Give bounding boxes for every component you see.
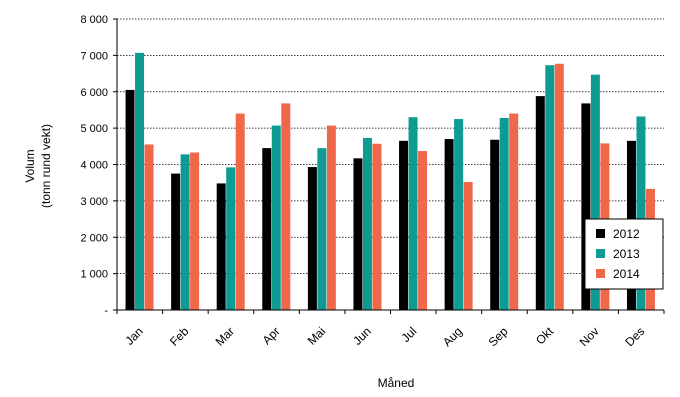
x-tick-label: Feb (167, 324, 192, 349)
legend-swatch-2012 (596, 229, 605, 238)
bar-2014-okt (554, 63, 564, 311)
bar-2014-jul (418, 151, 428, 310)
bar-2013-nov (590, 74, 600, 310)
bar-2013-apr (271, 125, 281, 310)
bar-2014-jan (144, 144, 154, 310)
bar-2014-apr (281, 103, 291, 310)
bar-2013-feb (180, 154, 190, 310)
x-tick-label: Mar (213, 324, 238, 349)
x-tick-label: Nov (577, 324, 602, 349)
x-axis-title: Måned (378, 376, 415, 390)
bar-2013-jul (408, 117, 418, 311)
bar-2012-apr (262, 148, 272, 310)
legend-swatch-2014 (596, 269, 605, 278)
bar-2012-sep (490, 139, 500, 310)
bar-2014-aug (463, 181, 473, 310)
y-axis-title: Volum (tonn rund vekt) (23, 124, 53, 208)
bar-2012-okt (535, 96, 545, 311)
x-tick-label: Jul (399, 324, 420, 345)
y-axis-title-line-1: Volum (23, 149, 37, 182)
legend-label-2013: 2013 (613, 247, 640, 261)
x-tick-label: Sep (486, 324, 511, 349)
gridlines (117, 18, 664, 275)
bar-2012-jan (125, 89, 135, 311)
y-tick-label: 5 000 (80, 123, 108, 135)
bar-2014-sep (509, 113, 519, 310)
y-tick-label: 2 000 (80, 232, 108, 244)
x-tick-label: Jun (350, 324, 374, 348)
legend-label-2014: 2014 (613, 267, 640, 281)
y-tick-label: 1 000 (80, 269, 108, 281)
bar-2012-jul (399, 140, 409, 310)
bar-2013-aug (454, 119, 464, 310)
bar-2013-mai (317, 148, 327, 310)
x-tick-label: Mai (305, 324, 329, 348)
bar-2012-aug (444, 139, 454, 310)
bar-2013-mar (226, 167, 236, 310)
bar-2014-mar (235, 113, 245, 310)
legend-label-2012: 2012 (613, 227, 640, 241)
y-tick-label: 7 000 (80, 50, 108, 62)
x-tick-label: Des (622, 324, 647, 349)
legend: 2012 2013 2014 (584, 218, 664, 290)
y-tick-label: 8 000 (80, 14, 108, 26)
y-tick-label: 6 000 (80, 87, 108, 99)
bar-2013-okt (545, 65, 555, 310)
bar-2012-mar (216, 183, 226, 310)
x-tick-label: Apr (260, 324, 283, 347)
bar-2012-nov (581, 103, 591, 310)
bar-2013-sep (499, 117, 509, 310)
legend-swatch-2013 (596, 249, 605, 258)
bar-2012-jun (353, 158, 363, 310)
bar-2014-mai (326, 125, 336, 310)
y-axis-title-line-2: (tonn rund vekt) (39, 124, 53, 208)
bar-2013-jan (135, 52, 145, 311)
bar-2014-jun (372, 143, 382, 310)
bar-2013-jun (362, 137, 372, 310)
axes: - 1 000 2 000 3 000 4 000 5 000 6 000 7 000 8 00… (80, 14, 665, 349)
x-tick-label: Jan (122, 324, 146, 348)
bar-2012-feb (171, 173, 181, 310)
bar-2014-feb (190, 152, 200, 310)
x-tick-label: Aug (440, 324, 465, 349)
bar-2013-des (636, 116, 646, 310)
y-tick-label: - (104, 305, 108, 317)
y-tick-label: 4 000 (80, 160, 108, 172)
y-tick-label: 3 000 (80, 196, 108, 208)
bar-2012-mai (307, 167, 317, 310)
x-tick-label: Okt (533, 324, 557, 348)
